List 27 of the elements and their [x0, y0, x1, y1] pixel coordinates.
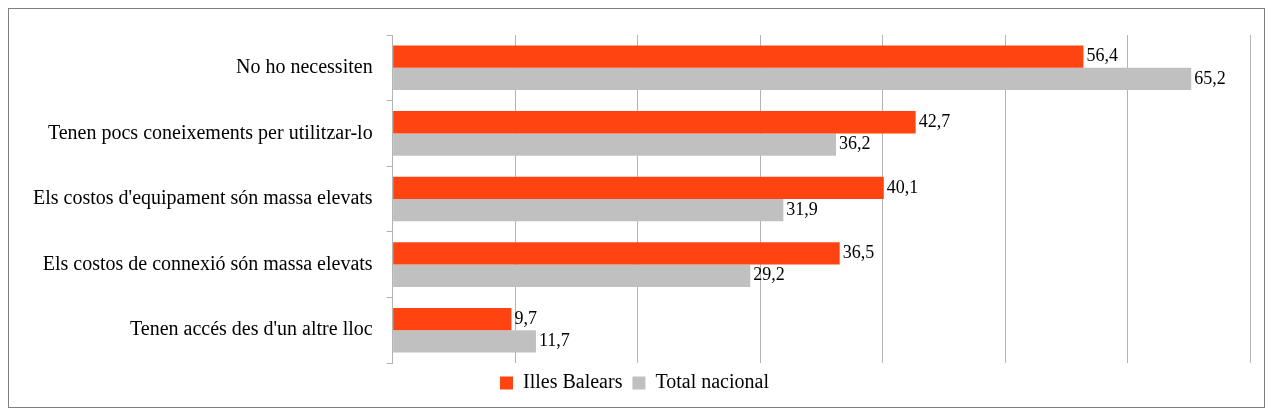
legend-label: Total nacional: [655, 370, 770, 393]
y-tick-label: Els costos d'equipament són massa elevats: [32, 186, 373, 210]
bar: [393, 45, 1084, 68]
data-label: 42,7: [918, 110, 951, 131]
y-tick-label: Tenen pocs coneixements per utilitzar-lo: [47, 120, 373, 144]
bar: [393, 330, 536, 353]
data-label: 31,9: [786, 198, 818, 219]
y-tick-label: Tenen accés des d'un altre lloc: [129, 317, 373, 340]
bar: [393, 176, 884, 199]
data-label: 29,2: [753, 264, 785, 285]
data-label: 36,2: [839, 133, 871, 154]
data-label: 9,7: [514, 307, 537, 328]
bar: [393, 199, 784, 222]
bar: [393, 264, 751, 287]
bar: [393, 242, 840, 265]
bar: [393, 133, 837, 156]
data-label: 56,4: [1086, 45, 1118, 66]
data-label: 11,7: [538, 330, 570, 351]
bar: [393, 111, 916, 134]
legend-label: Illes Balears: [523, 370, 623, 393]
y-tick-label: No ho necessiten: [236, 55, 373, 78]
bar: [393, 307, 512, 331]
data-label: 40,1: [886, 176, 919, 197]
y-tick-label: Els costos de connexió són massa elevats: [42, 251, 373, 274]
data-label: 65,2: [1194, 67, 1226, 88]
bar: [393, 67, 1192, 91]
data-label: 36,5: [842, 242, 875, 263]
